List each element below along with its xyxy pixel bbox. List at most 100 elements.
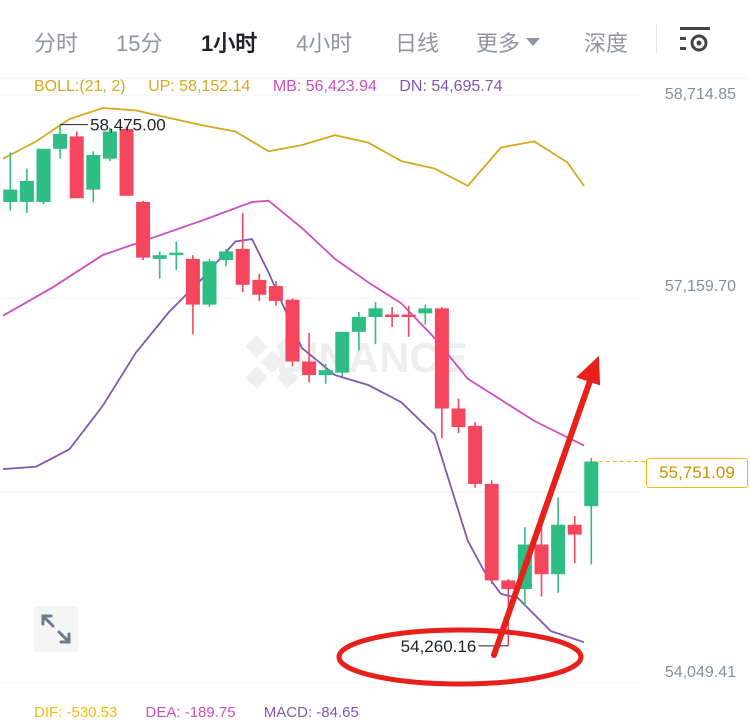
low-highlight-ellipse xyxy=(336,627,584,687)
chart-settings-icon[interactable] xyxy=(678,24,714,54)
candle-body xyxy=(119,128,134,196)
candle xyxy=(252,273,267,301)
current-price-tag: 55,751.09 xyxy=(646,458,748,488)
candle-body xyxy=(285,299,300,362)
candle-body xyxy=(584,461,599,507)
candle xyxy=(268,281,283,306)
candle xyxy=(185,255,200,335)
candle xyxy=(3,152,18,211)
candle xyxy=(152,251,167,279)
candle-body xyxy=(401,314,416,317)
candle xyxy=(119,126,134,196)
boll-mb-value: MB: 56,423.94 xyxy=(272,78,377,95)
high-price-label: 58,475.00 xyxy=(90,116,166,135)
candle-body xyxy=(501,580,516,590)
chart-annotations: 58,475.00 54,260.16 xyxy=(60,116,646,687)
candle xyxy=(235,213,250,293)
candle xyxy=(434,307,449,439)
candle-body xyxy=(202,261,217,305)
candle-body xyxy=(318,370,333,376)
candle-body xyxy=(86,154,101,190)
boll-dn-value: DN: 54,695.74 xyxy=(399,78,503,95)
candle xyxy=(169,241,184,270)
low-price-label: 54,260.16 xyxy=(401,637,477,656)
candle-body xyxy=(53,133,68,149)
candle xyxy=(53,124,68,159)
candle xyxy=(368,302,383,345)
candle xyxy=(484,480,499,585)
candle xyxy=(468,422,483,488)
candle-body xyxy=(468,425,483,484)
tab-1h[interactable]: 1小时 xyxy=(201,31,258,56)
price-axis-top: 58,714.85 xyxy=(664,86,736,103)
candle xyxy=(86,151,101,202)
macd-value: MACD: -84.65 xyxy=(263,704,359,721)
candle xyxy=(584,457,599,565)
tab-time-sharing[interactable]: 分时 xyxy=(34,31,79,56)
fullscreen-button[interactable] xyxy=(33,606,79,652)
tab-divider xyxy=(656,24,657,54)
candle xyxy=(69,131,84,199)
macd-indicator-strip: DIF: -530.53 DEA: -189.75 MACD: -84.65 xyxy=(34,704,383,721)
boll-upper-band xyxy=(2,107,585,188)
candle-body xyxy=(185,258,200,305)
boll-up-value: UP: 58,152.14 xyxy=(148,78,251,95)
caret-down-icon xyxy=(526,38,541,47)
candle xyxy=(136,200,151,261)
price-axis-bottom: 54,049.41 xyxy=(664,664,736,681)
candle xyxy=(285,298,300,367)
candle-body xyxy=(385,314,400,317)
upward-arrow-head xyxy=(576,355,601,386)
candle-body xyxy=(219,251,234,261)
candle xyxy=(102,127,117,162)
candle-body xyxy=(235,248,250,285)
chart-grid xyxy=(0,94,640,684)
candle xyxy=(451,398,466,434)
tab-4h[interactable]: 4小时 xyxy=(296,31,353,56)
candle-body xyxy=(268,286,283,301)
tab-15m[interactable]: 15分 xyxy=(116,31,163,56)
upward-arrow-shaft xyxy=(491,375,594,658)
candle-body xyxy=(69,136,84,199)
candle-body xyxy=(252,279,267,295)
candle xyxy=(534,517,549,597)
candle-body xyxy=(351,316,366,332)
candle-body xyxy=(19,180,34,202)
boll-legend: BOLL:(21, 2) UP: 58,152.14 MB: 56,423.94… xyxy=(34,78,521,96)
boll-lower-band xyxy=(2,238,585,644)
boll-label: BOLL:(21, 2) xyxy=(34,78,126,95)
candle xyxy=(335,331,350,377)
tab-depth[interactable]: 深度 xyxy=(584,31,629,56)
candles xyxy=(3,124,599,646)
candle-body xyxy=(102,131,117,159)
candle xyxy=(318,363,333,384)
candle-body xyxy=(36,148,51,202)
candle-body xyxy=(152,255,167,259)
expand-arrows-icon xyxy=(41,614,71,644)
candle xyxy=(302,333,317,383)
boll-bands xyxy=(2,107,585,644)
candle xyxy=(219,248,234,267)
candle-body xyxy=(335,331,350,373)
candle xyxy=(36,148,51,205)
tab-more[interactable]: 更多 xyxy=(476,26,541,58)
candle-body xyxy=(484,483,499,581)
candle-body xyxy=(302,361,317,376)
candle-body xyxy=(451,408,466,428)
tab-1d[interactable]: 日线 xyxy=(395,31,440,56)
boll-middle-band xyxy=(2,199,585,447)
tab-more-label: 更多 xyxy=(476,31,521,56)
candle xyxy=(202,258,217,308)
candle xyxy=(418,304,433,325)
candle-body xyxy=(169,252,184,256)
candle-body xyxy=(418,308,433,314)
candle-body xyxy=(567,524,582,535)
candle-body xyxy=(3,189,18,202)
candle-body xyxy=(368,308,383,317)
candle xyxy=(567,516,582,564)
candle xyxy=(385,307,400,327)
candle-body xyxy=(136,201,151,258)
timeframe-tab-bar: 分时 15分 1小时 4小时 日线 更多 深度 xyxy=(0,0,750,79)
price-axis-mid: 57,159.70 xyxy=(664,278,736,295)
